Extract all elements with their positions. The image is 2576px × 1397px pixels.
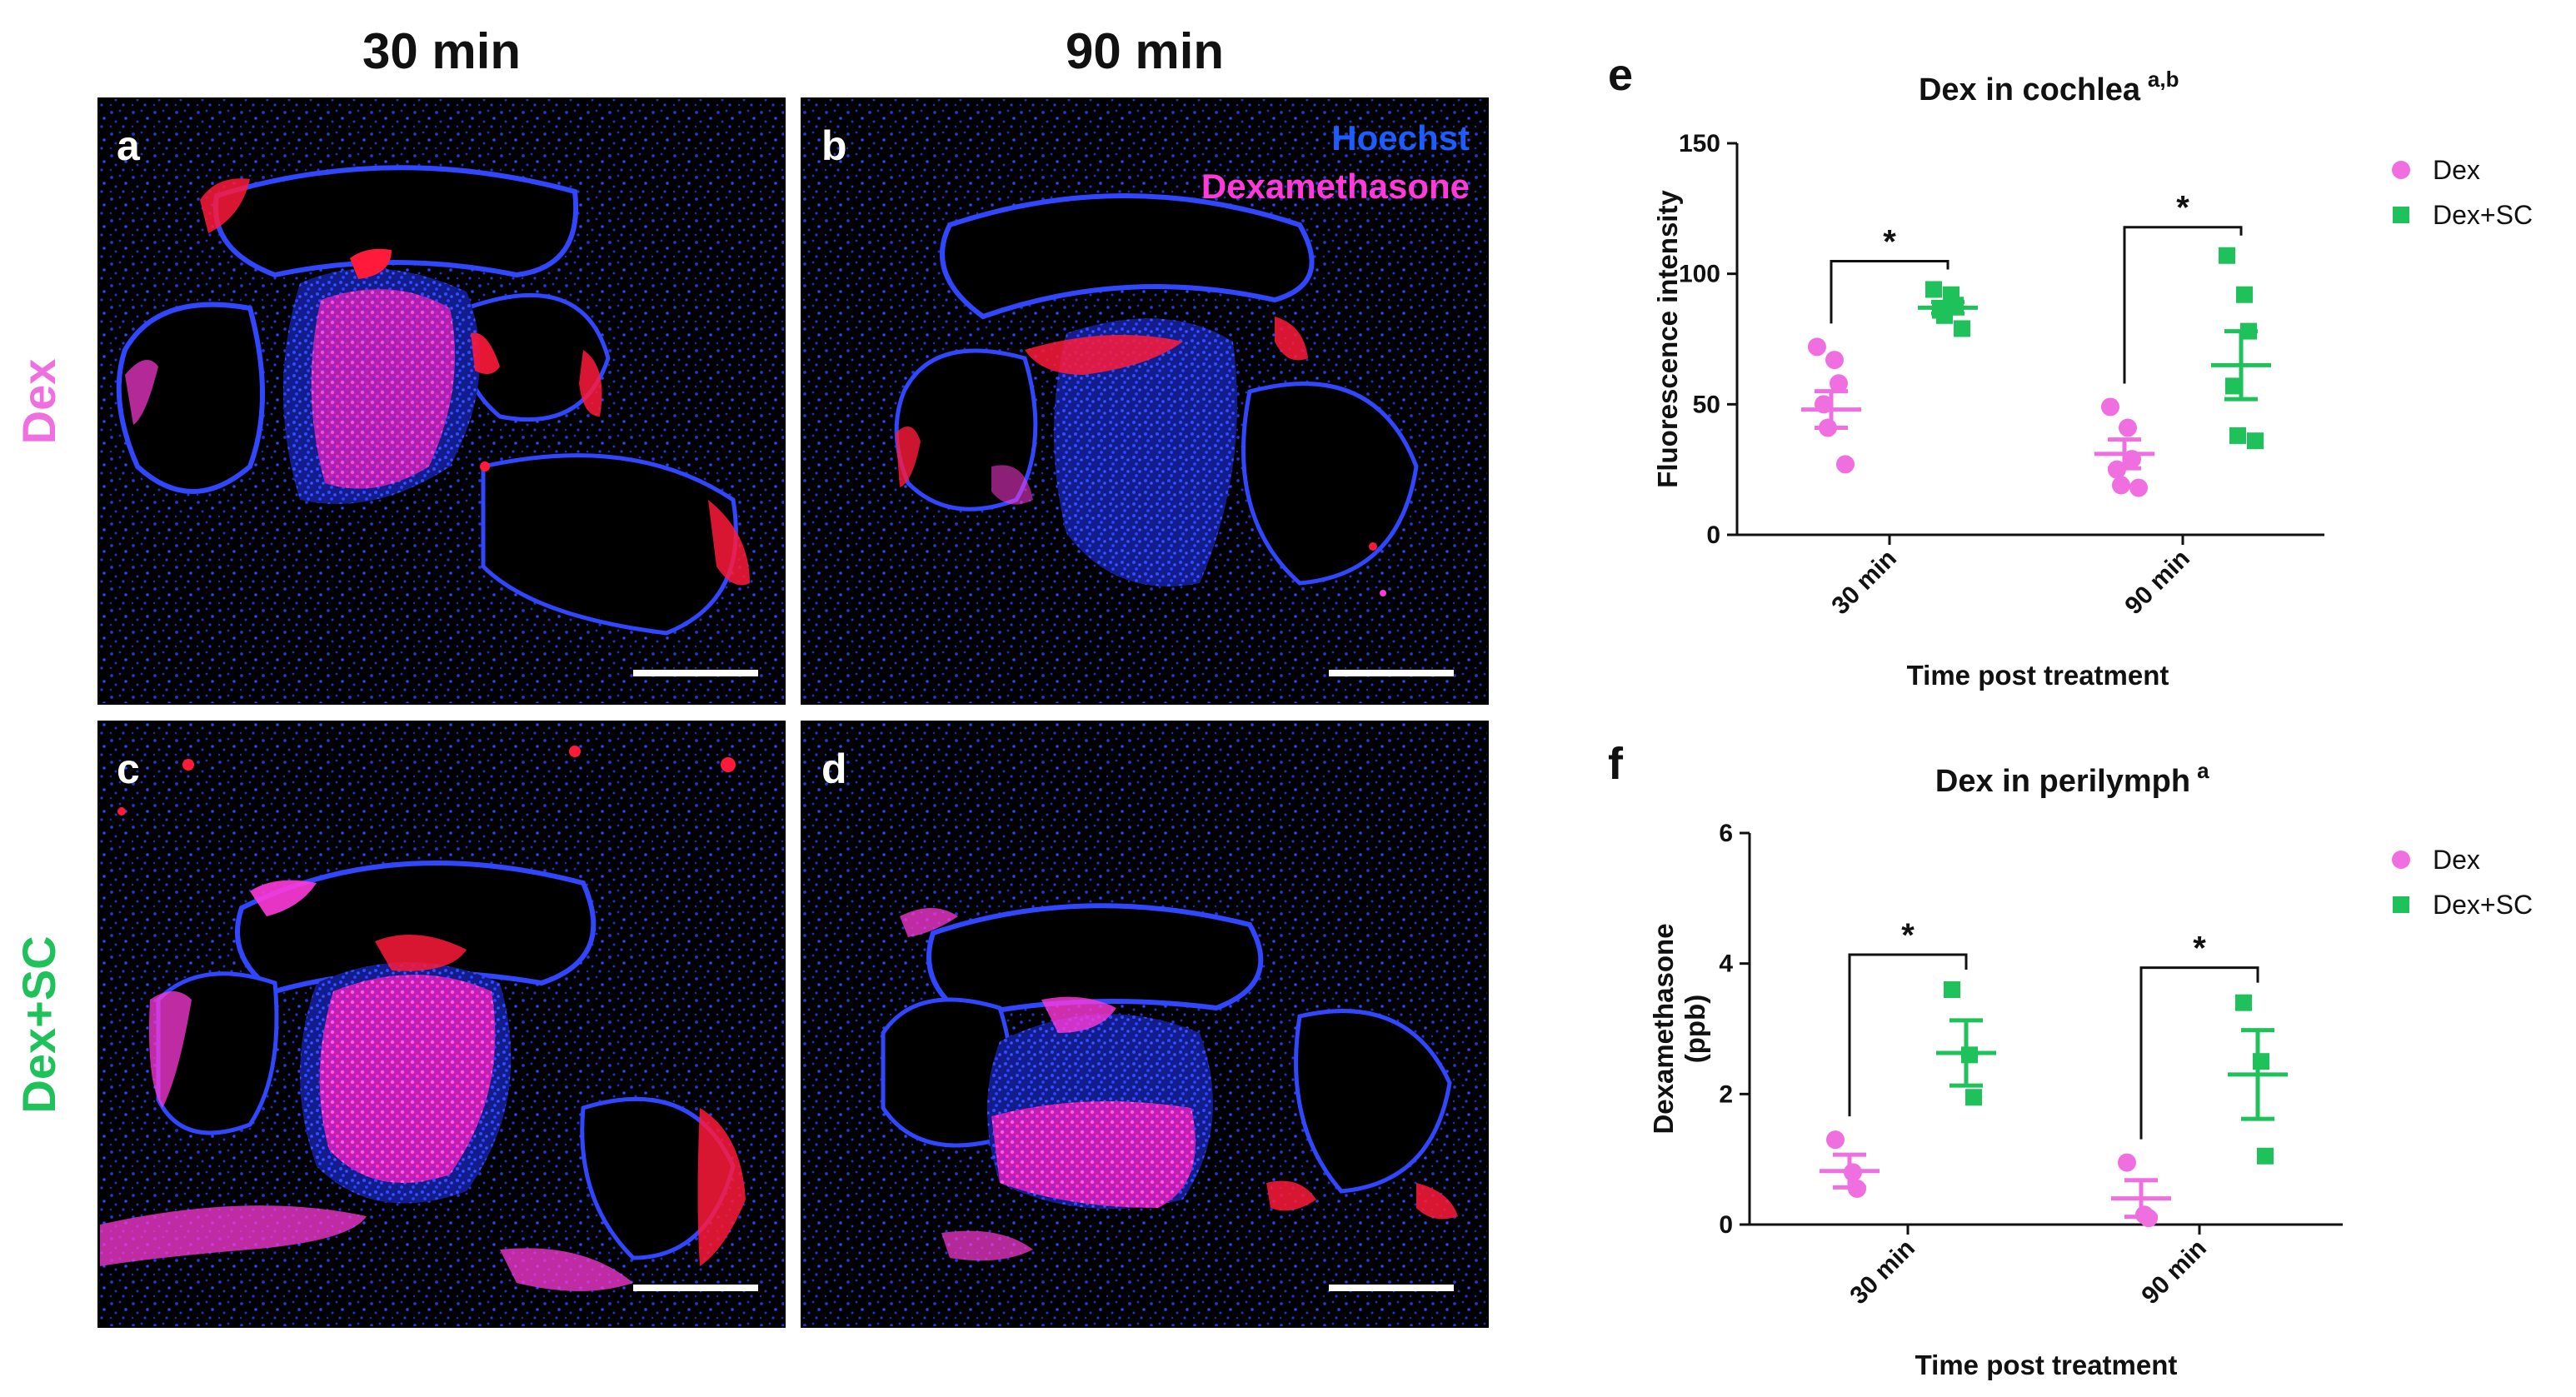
panel-letter-f: f: [1608, 739, 1624, 789]
data-point-dex: [1836, 455, 1855, 474]
legend-label: Dex: [2433, 155, 2480, 185]
legend-marker-dex-sc: [2393, 207, 2409, 223]
panel-letter-d: d: [821, 746, 847, 792]
x-tick-label: 90 min: [2136, 1235, 2212, 1310]
x-tick-label: 30 min: [1845, 1235, 1920, 1310]
column-header-90min: 90 min: [1066, 23, 1224, 79]
y-axis-title: Dexamethasone: [1648, 923, 1679, 1134]
significance-bracket: [2139, 966, 2259, 1140]
data-point-dex-sc: [2225, 377, 2242, 395]
data-point-dex-sc: [1944, 981, 1960, 998]
x-axis-title: Time post treatment: [1907, 660, 2169, 691]
data-point-dex-sc: [2257, 1147, 2274, 1165]
panel-letter-a: a: [117, 122, 141, 169]
legend-label: Dex+SC: [2433, 890, 2533, 920]
data-point-dex-sc: [2235, 994, 2252, 1011]
x-tick-label: 30 min: [1826, 545, 1902, 621]
y-tick-label: 100: [1679, 261, 1720, 288]
legend-marker-dex-sc: [2393, 896, 2409, 913]
chart-title-superscript: a,b: [2148, 67, 2179, 92]
y-tick-label: 4: [1719, 950, 1733, 978]
y-tick-label: 0: [1706, 521, 1720, 549]
data-point-dex: [2129, 478, 2148, 497]
significance-bracket: [2123, 226, 2243, 384]
significance-bracket: [1848, 953, 1968, 1117]
legend-label: Dex+SC: [2433, 200, 2533, 230]
data-point-dex: [2118, 1153, 2136, 1172]
legend-label: Dex: [2433, 845, 2480, 875]
chart-title: Dex in cochlea: [1919, 72, 2141, 107]
data-point-dex: [2112, 476, 2130, 495]
chart-e: e Dex in cochlea a,b 0 50 100 150 30 min 90 min…: [1608, 50, 2533, 691]
data-point-dex-sc: [1954, 320, 1970, 337]
significance-bracket: [1830, 259, 1949, 324]
data-point-dex-sc: [2219, 247, 2235, 264]
data-point-dex-sc: [2247, 432, 2264, 450]
legend-marker-dex: [2392, 161, 2410, 179]
data-point-dex-sc: [2236, 286, 2253, 303]
data-point-dex: [1825, 351, 1844, 370]
data-point-dex: [1808, 337, 1826, 357]
legend-marker-dex: [2392, 851, 2410, 869]
y-tick-label: 150: [1679, 130, 1720, 157]
y-axis-unit: (ppb): [1680, 995, 1710, 1063]
x-axis-title: Time post treatment: [1915, 1350, 2178, 1380]
row-label-dex: Dex: [12, 359, 65, 445]
column-header-30min: 30 min: [362, 23, 521, 79]
chart-f: f Dex in perilymph a 0 2 4 6 30 min 90 min Time …: [1608, 739, 2533, 1380]
panel-letter-e: e: [1608, 50, 1633, 100]
data-point-dex: [2101, 397, 2119, 417]
data-point-dex-sc: [2253, 1053, 2269, 1070]
panel-letter-c: c: [117, 746, 140, 792]
row-label-dex-sc: Dex+SC: [12, 935, 65, 1113]
y-axis-title: Fluorescence intensity: [1652, 190, 1683, 488]
y-tick-label: 50: [1693, 391, 1720, 418]
panel-letter-b: b: [821, 122, 847, 169]
significance-star: *: [1883, 223, 1896, 260]
data-point-dex-sc: [2229, 427, 2246, 444]
y-tick-label: 6: [1719, 820, 1733, 847]
x-tick-label: 90 min: [2119, 545, 2195, 621]
significance-star: *: [1901, 917, 1915, 954]
data-point-dex-sc: [1965, 1089, 1982, 1106]
data-point-dex: [1830, 374, 1848, 393]
data-point-dex: [1826, 1130, 1845, 1150]
significance-star: *: [2176, 190, 2189, 227]
micrograph-panel-c: c: [97, 721, 786, 1328]
micrograph-panel-a: a: [97, 97, 786, 705]
y-tick-label: 2: [1719, 1080, 1733, 1108]
chart-title: Dex in perilymph: [1935, 764, 2190, 799]
stain-label-hoechst: Hoechst: [1331, 118, 1470, 157]
chart-title-superscript: a: [2197, 758, 2209, 783]
stain-label-dexamethasone: Dexamethasone: [1201, 167, 1470, 206]
micrograph-panel-d: d: [801, 721, 1489, 1328]
data-point-dex-sc: [1925, 281, 1942, 298]
data-point-dex: [2119, 418, 2137, 437]
significance-star: *: [2193, 931, 2206, 967]
y-tick-label: 0: [1719, 1211, 1733, 1239]
micrograph-panel-b: b Hoechst Dexamethasone: [801, 97, 1489, 705]
